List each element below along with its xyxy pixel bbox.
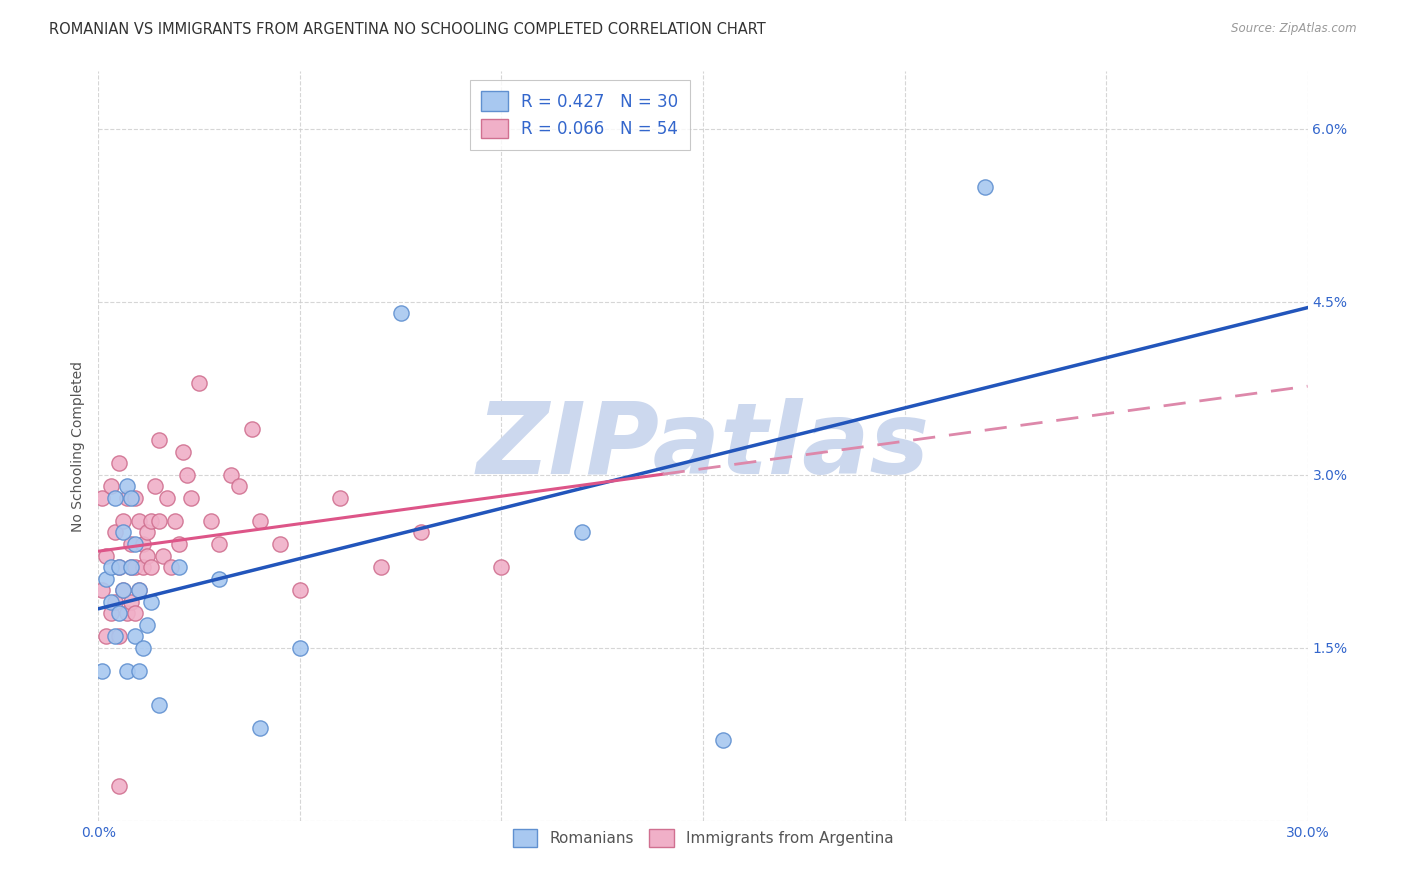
- Point: [111, 583, 134, 598]
- Point: [409, 525, 432, 540]
- Point: [240, 422, 263, 436]
- Point: [111, 525, 134, 540]
- Point: [124, 537, 146, 551]
- Y-axis label: No Schooling Completed: No Schooling Completed: [72, 360, 86, 532]
- Point: [491, 560, 513, 574]
- Point: [115, 606, 138, 620]
- Point: [167, 560, 190, 574]
- Point: [135, 525, 157, 540]
- Point: [100, 560, 122, 574]
- Point: [329, 491, 352, 505]
- Point: [221, 467, 243, 482]
- Point: [148, 434, 170, 448]
- Point: [139, 514, 162, 528]
- Point: [288, 640, 311, 655]
- Point: [139, 560, 162, 574]
- Point: [208, 572, 231, 586]
- Point: [111, 583, 134, 598]
- Point: [128, 583, 150, 598]
- Point: [115, 491, 138, 505]
- Point: [135, 617, 157, 632]
- Point: [132, 560, 155, 574]
- Point: [91, 491, 114, 505]
- Point: [107, 606, 129, 620]
- Legend: Romanians, Immigrants from Argentina: Romanians, Immigrants from Argentina: [505, 822, 901, 855]
- Point: [91, 583, 114, 598]
- Point: [163, 514, 186, 528]
- Point: [103, 525, 125, 540]
- Point: [249, 514, 271, 528]
- Point: [974, 179, 997, 194]
- Point: [152, 549, 174, 563]
- Point: [96, 629, 118, 643]
- Point: [124, 629, 146, 643]
- Point: [711, 733, 734, 747]
- Point: [120, 491, 142, 505]
- Point: [389, 306, 412, 320]
- Point: [128, 514, 150, 528]
- Point: [115, 479, 138, 493]
- Point: [107, 779, 129, 793]
- Point: [120, 537, 142, 551]
- Point: [103, 629, 125, 643]
- Point: [96, 572, 118, 586]
- Text: ROMANIAN VS IMMIGRANTS FROM ARGENTINA NO SCHOOLING COMPLETED CORRELATION CHART: ROMANIAN VS IMMIGRANTS FROM ARGENTINA NO…: [49, 22, 766, 37]
- Text: ZIPatlas: ZIPatlas: [477, 398, 929, 494]
- Point: [96, 549, 118, 563]
- Point: [107, 456, 129, 470]
- Point: [139, 594, 162, 608]
- Point: [124, 560, 146, 574]
- Point: [200, 514, 222, 528]
- Point: [167, 537, 190, 551]
- Point: [100, 594, 122, 608]
- Point: [107, 560, 129, 574]
- Point: [128, 583, 150, 598]
- Point: [571, 525, 593, 540]
- Point: [100, 606, 122, 620]
- Point: [128, 664, 150, 678]
- Point: [100, 479, 122, 493]
- Point: [288, 583, 311, 598]
- Point: [249, 722, 271, 736]
- Point: [143, 479, 166, 493]
- Point: [148, 514, 170, 528]
- Point: [156, 491, 179, 505]
- Point: [107, 560, 129, 574]
- Point: [176, 467, 198, 482]
- Point: [120, 560, 142, 574]
- Point: [188, 376, 211, 390]
- Point: [370, 560, 392, 574]
- Point: [91, 664, 114, 678]
- Point: [172, 444, 194, 458]
- Point: [132, 640, 155, 655]
- Point: [124, 491, 146, 505]
- Point: [103, 594, 125, 608]
- Text: Source: ZipAtlas.com: Source: ZipAtlas.com: [1232, 22, 1357, 36]
- Point: [208, 537, 231, 551]
- Point: [120, 560, 142, 574]
- Point: [148, 698, 170, 713]
- Point: [160, 560, 183, 574]
- Point: [107, 629, 129, 643]
- Point: [132, 537, 155, 551]
- Point: [111, 514, 134, 528]
- Point: [115, 664, 138, 678]
- Point: [120, 594, 142, 608]
- Point: [180, 491, 202, 505]
- Point: [228, 479, 250, 493]
- Point: [103, 491, 125, 505]
- Point: [124, 606, 146, 620]
- Point: [269, 537, 291, 551]
- Point: [135, 549, 157, 563]
